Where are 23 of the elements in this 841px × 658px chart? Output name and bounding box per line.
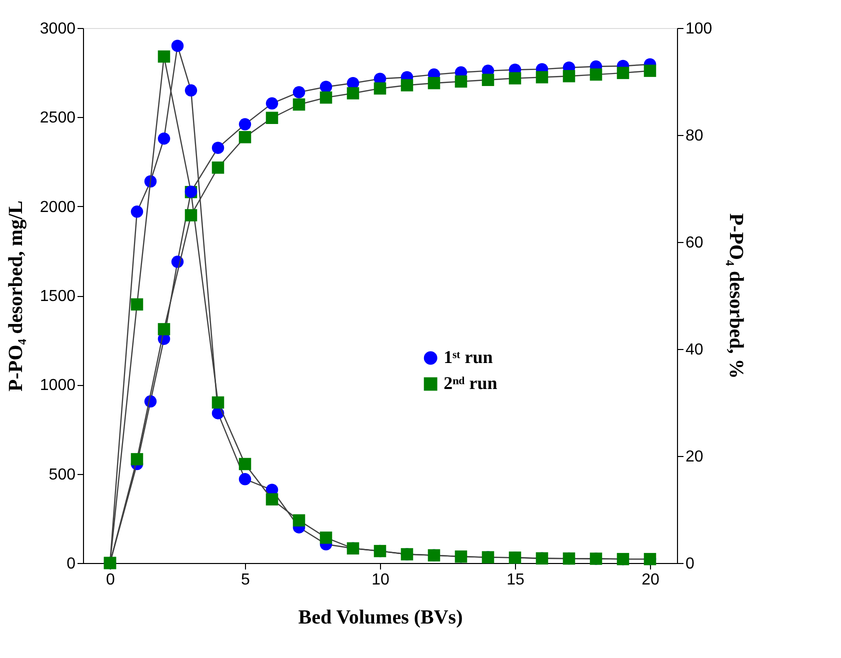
y-tick-label: 2000 (40, 198, 76, 216)
y2-tick-label: 80 (686, 128, 704, 144)
x-tick-label: 0 (106, 572, 116, 588)
y-tick-label: 1000 (40, 377, 76, 394)
y-tick-label: 1500 (40, 288, 76, 305)
x-axis-title: Bed Volumes (BVs) (298, 606, 463, 628)
y-tick-label: 2500 (40, 110, 76, 127)
y2-tick-label: 100 (686, 20, 712, 38)
y-tick-label: 500 (48, 466, 76, 484)
x-tick-label: 20 (642, 572, 660, 588)
legend-label: 1ˢᵗ run (444, 347, 493, 367)
y-tick-label: 0 (66, 556, 76, 572)
y2-axis-title: P-PO₄ desorbed, % (725, 213, 748, 379)
y2-tick-label: 60 (686, 234, 704, 252)
y2-tick-label: 0 (686, 556, 694, 572)
y-tick-label: 3000 (40, 20, 76, 38)
x-tick-label: 10 (372, 572, 390, 588)
x-tick-label: 15 (506, 572, 524, 588)
y2-tick-label: 20 (686, 448, 704, 466)
y-axis-title: P-PO₄ desorbed, mg/L (4, 200, 27, 392)
x-tick-label: 5 (241, 572, 250, 588)
legend-label: 2ⁿᵈ run (444, 373, 498, 393)
y2-tick-label: 40 (686, 342, 704, 358)
